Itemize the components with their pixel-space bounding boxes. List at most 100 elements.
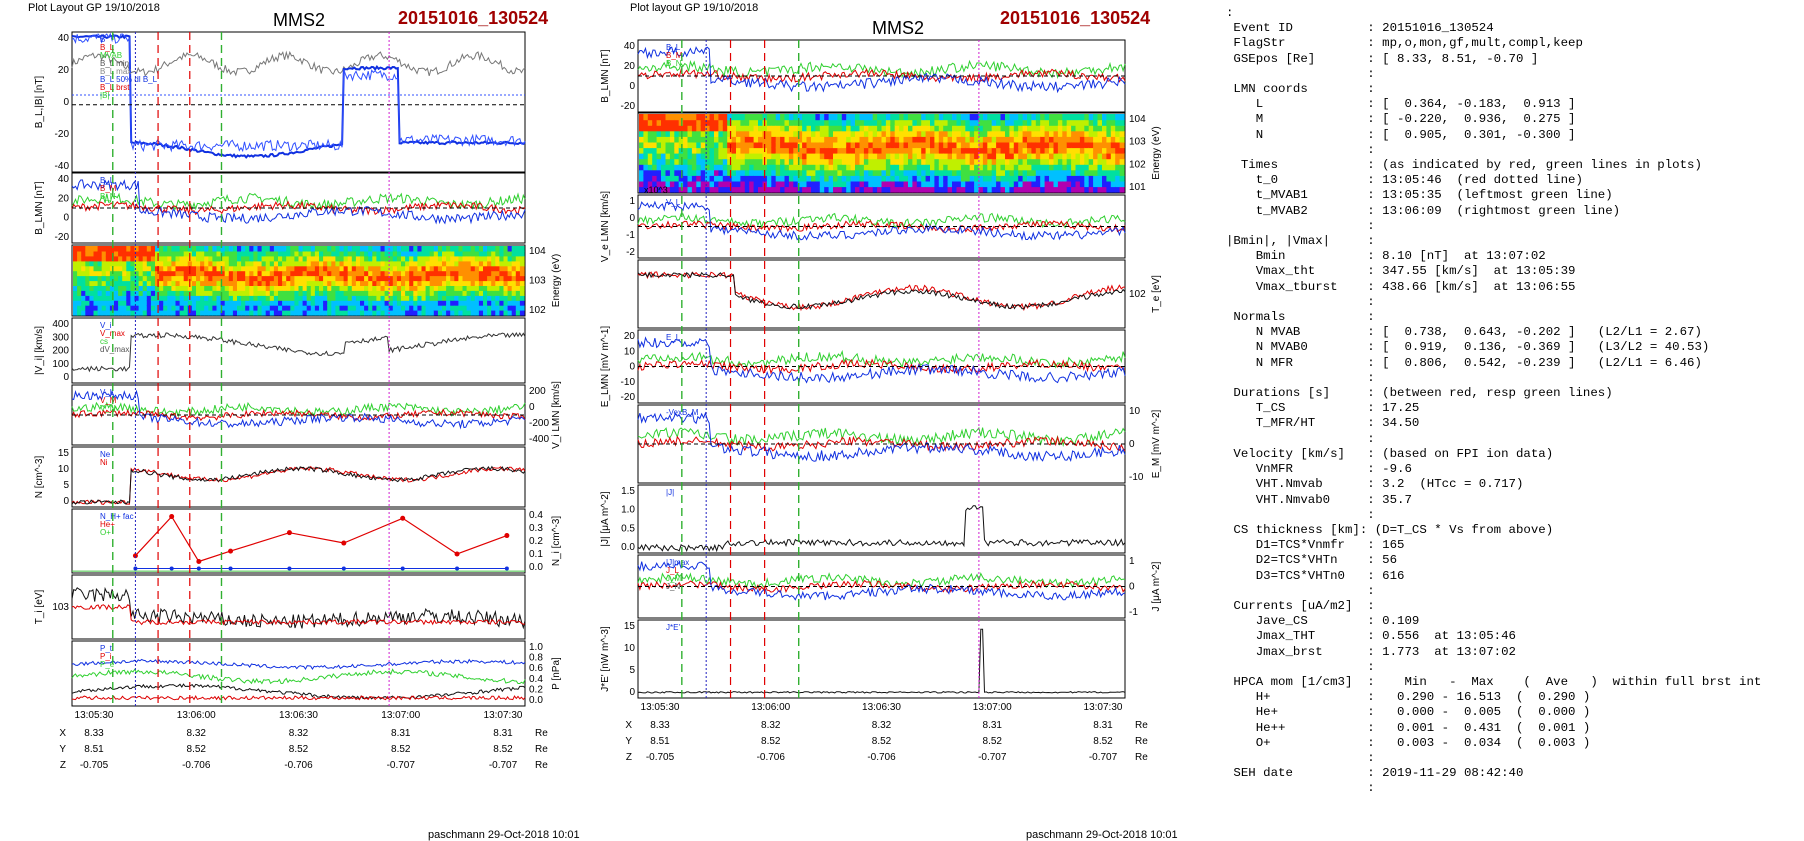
- legend-entry: P_i: [100, 652, 112, 661]
- x-tick-label: 13:07:00: [973, 702, 1012, 713]
- y-axis-label: B_L,|B| [nT]: [34, 76, 45, 129]
- position-axis-label: X: [59, 728, 66, 739]
- h-plus-point: [454, 551, 460, 557]
- right-footer: paschmann 29-Oct-2018 10:01: [1026, 829, 1178, 841]
- panel-frame: [637, 619, 1126, 699]
- x-tick-label: 13:07:30: [484, 710, 523, 721]
- position-value: 8.52: [187, 744, 207, 755]
- y-axis-label: N [cm^-3]: [34, 456, 45, 499]
- y-tick-label: 0.0: [621, 542, 635, 553]
- y-tick-label: 200: [52, 346, 69, 357]
- y-tick-label: -1: [626, 230, 635, 241]
- x-tick-label: 13:07:00: [381, 710, 420, 721]
- position-value: 8.52: [761, 736, 781, 747]
- position-value: 8.52: [872, 736, 892, 747]
- y-tick-label: 0.4: [529, 510, 543, 521]
- position-value: 8.52: [391, 744, 411, 755]
- legend-entry: B_M: [100, 184, 117, 193]
- y-axis-label: P [nPa]: [551, 657, 562, 690]
- legend-entry: B: [100, 35, 105, 44]
- data-line: [637, 46, 1126, 94]
- data-line: [71, 586, 526, 630]
- data-line: [637, 579, 1126, 594]
- y-tick-label: 1: [629, 196, 635, 207]
- y-tick-label: 40: [58, 33, 70, 44]
- y-tick-label: -20: [55, 232, 70, 243]
- x-tick-label: 13:06:00: [751, 702, 790, 713]
- y-tick-label: 10: [1129, 406, 1141, 417]
- x-tick-label: 13:06:00: [177, 710, 216, 721]
- position-value: 8.31: [983, 720, 1003, 731]
- y-tick-label: 0.8: [529, 653, 543, 664]
- position-value: 8.32: [872, 720, 892, 731]
- y-axis-label: T_i [eV]: [34, 590, 45, 625]
- spectrogram: [639, 114, 1125, 193]
- legend-entry: B_L 50% dl B_L: [100, 75, 158, 84]
- position-value: -0.707: [978, 752, 1007, 763]
- position-value: -0.706: [867, 752, 896, 763]
- y-axis-label: B_LMN [nT]: [34, 181, 45, 235]
- y-tick-label: 10: [58, 464, 70, 475]
- position-unit: Re: [1135, 752, 1148, 763]
- legend-entry: P_t: [100, 644, 113, 653]
- legend-entry: P_e: [100, 660, 115, 669]
- y-tick-label: -20: [621, 101, 636, 112]
- panel-frame: [71, 317, 526, 384]
- y-tick-label: 1.5: [621, 486, 635, 497]
- data-line: [637, 212, 1126, 230]
- position-value: -0.707: [387, 760, 416, 771]
- y-axis-label: E_LMN [mV m^-1]: [600, 326, 611, 408]
- y-tick-label: 0.6: [529, 663, 543, 674]
- legend-entry: J_L: [666, 566, 679, 575]
- y-tick-label: 0: [629, 362, 635, 373]
- legend-entry: J*E': [666, 623, 680, 632]
- position-unit: Re: [535, 728, 548, 739]
- legend-entry: N_H+ fac: [100, 512, 134, 521]
- legend-entry: He+: [100, 520, 115, 529]
- h-plus-point: [228, 548, 234, 554]
- legend-entry: B_N: [100, 192, 116, 201]
- spectrogram: [73, 246, 525, 316]
- y-tick-label: 40: [58, 174, 70, 185]
- y-tick-label: -200: [529, 418, 549, 429]
- position-value: -0.706: [182, 760, 211, 771]
- y-tick-label: 100: [52, 359, 69, 370]
- y-tick-label: -2: [626, 247, 635, 258]
- o-plus-point: [228, 566, 233, 571]
- y-tick-label: 0.2: [529, 536, 543, 547]
- position-value: 8.52: [289, 744, 309, 755]
- y-tick-label: 0: [629, 213, 635, 224]
- y-tick-label: 104: [529, 246, 546, 257]
- position-value: 8.32: [187, 728, 207, 739]
- position-value: 8.52: [493, 744, 513, 755]
- h-plus-point: [196, 558, 202, 564]
- panel-frame: [71, 574, 526, 640]
- position-value: 8.33: [650, 720, 670, 731]
- legend-entry: |J|max: [666, 558, 689, 567]
- y-tick-label: 0: [629, 81, 635, 92]
- o-plus-point: [287, 566, 292, 571]
- data-line: [71, 401, 526, 418]
- y-tick-label: 0.5: [621, 523, 635, 534]
- axis-multiplier: x10^3: [644, 185, 668, 195]
- y-tick-label: 0: [63, 213, 69, 224]
- y-tick-label: 10: [624, 643, 636, 654]
- data-line: [637, 505, 1126, 553]
- right-spacecraft-title: MMS2: [872, 18, 925, 38]
- o-plus-point: [504, 566, 509, 571]
- data-line: [637, 358, 1125, 376]
- y-tick-label: 0: [63, 372, 69, 383]
- position-axis-label: X: [625, 720, 632, 731]
- position-value: 8.32: [761, 720, 781, 731]
- x-tick-label: 13:07:30: [1084, 702, 1123, 713]
- legend-entry: J_N: [666, 582, 680, 591]
- y-tick-label: 103: [52, 602, 69, 613]
- x-tick-label: 13:05:30: [75, 710, 114, 721]
- data-line: [71, 668, 526, 685]
- position-value: -0.706: [757, 752, 786, 763]
- data-line: [71, 465, 526, 505]
- data-line: [637, 271, 1126, 310]
- h-plus-point: [341, 540, 347, 546]
- x-tick-label: 13:05:30: [641, 702, 680, 713]
- position-unit: Re: [535, 760, 548, 771]
